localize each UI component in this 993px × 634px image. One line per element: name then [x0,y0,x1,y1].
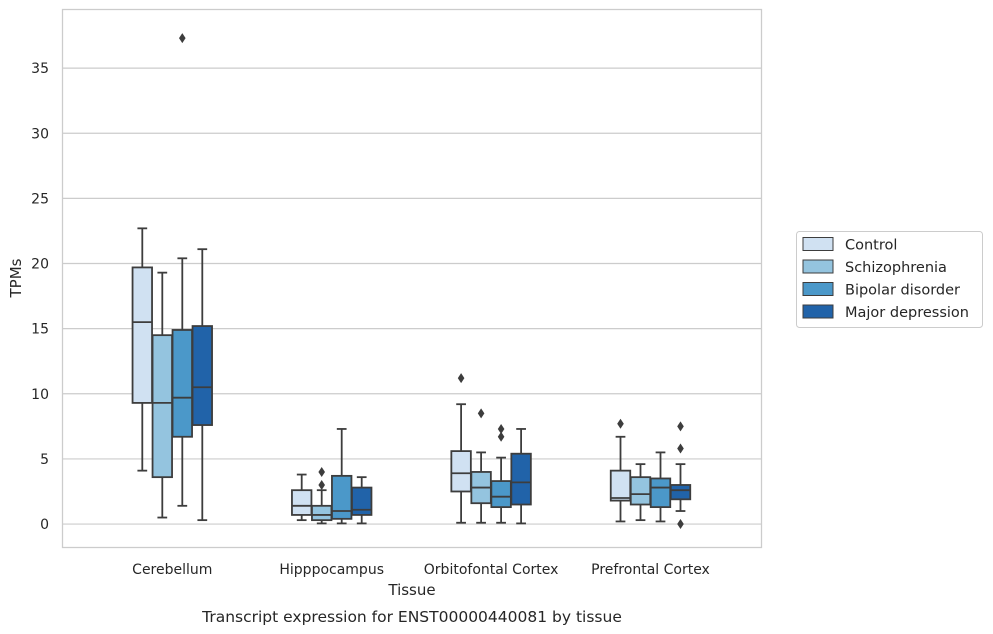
box-iqr [351,486,373,516]
box-iqr [649,477,672,509]
legend-label: Major depression [845,305,969,321]
x-axis-label: Tissue [387,581,435,599]
y-axis-label: TPMs [7,258,25,298]
y-tick-label-15: 15 [31,322,49,338]
box-iqr [191,325,213,426]
x-tick-label: Cerebellum [132,562,212,578]
x-tick-label: Orbitofontal Cortex [424,562,559,578]
box [191,248,213,522]
series-control [131,227,632,524]
box-iqr [510,452,532,506]
outlier-point [677,421,684,432]
y-tick-label-35: 35 [31,61,49,77]
box-iqr [490,480,512,509]
outlier-point [677,519,684,530]
box-iqr [311,504,333,522]
box-iqr [450,450,472,493]
y-tick-labels: 0 5 10 15 20 25 30 35 [31,61,49,533]
box [629,463,652,522]
y-tick-label-20: 20 [31,257,49,273]
box [510,428,532,525]
box [151,271,173,519]
x-tick-label: Hipppocampus [279,562,384,578]
box [649,451,672,523]
x-tick-labels: Cerebellum Hipppocampus Orbitofontal Corte… [132,562,710,578]
box [490,423,512,524]
y-tick-label-10: 10 [31,387,49,403]
outlier-point [179,33,186,44]
box-iqr [171,329,193,438]
box [131,227,153,472]
box [171,33,193,507]
legend-swatch [802,282,834,296]
box-series [131,33,692,530]
box-iqr [151,334,173,479]
legend-swatch [802,304,834,319]
x-tick-label: Prefrontal Cortex [591,562,710,578]
legend-frame [796,231,983,328]
box [669,421,692,530]
box [311,466,333,525]
box [609,418,632,523]
outlier-point [617,418,624,429]
series-schizophrenia [151,271,652,525]
plot-frame [61,8,763,549]
outlier-point [318,466,325,477]
legend-label: Schizophrenia [845,260,947,276]
box-iqr [331,474,353,520]
y-tick-label-0: 0 [40,517,49,533]
box [470,408,492,524]
box [351,476,373,525]
box-iqr [609,469,632,502]
outlier-point [457,373,465,384]
box [450,373,472,524]
outlier-point [318,479,325,490]
legend: Control Schizophrenia Bipolar disorder Majo… [796,231,983,328]
y-tick-label-30: 30 [31,126,49,142]
y-tick-label-25: 25 [31,191,49,207]
legend-label: Bipolar disorder [845,283,960,299]
outlier-point [477,408,485,419]
series-bipolar-disorder [171,33,672,525]
figure-caption: Transcript expression for ENST0000044008… [201,608,622,626]
box-iqr [131,266,153,404]
box [331,428,353,525]
box-iqr [669,484,692,501]
box [291,473,313,522]
y-tick-label-5: 5 [40,452,49,468]
outlier-point [677,443,684,454]
legend-swatch [802,237,834,251]
legend-swatch [802,259,834,274]
box-iqr [629,476,652,506]
legend-label: Control [845,238,897,254]
outlier-point [497,431,505,442]
box-iqr [291,489,313,516]
series-major-depression [191,248,692,530]
outlier-point [497,423,505,434]
